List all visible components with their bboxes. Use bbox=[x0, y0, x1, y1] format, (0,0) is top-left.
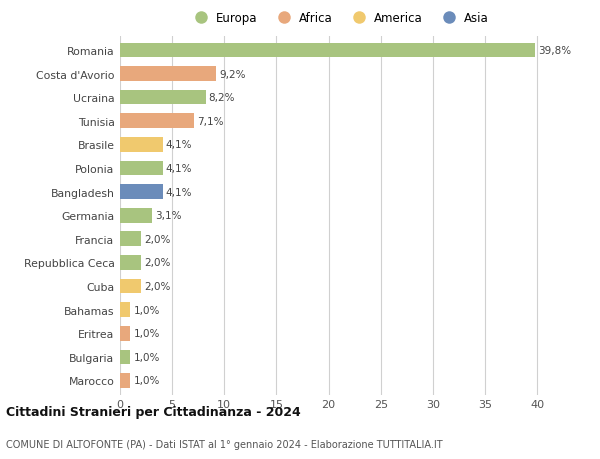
Text: 9,2%: 9,2% bbox=[219, 69, 245, 79]
Bar bbox=[120, 302, 130, 317]
Bar bbox=[120, 208, 152, 223]
Text: COMUNE DI ALTOFONTE (PA) - Dati ISTAT al 1° gennaio 2024 - Elaborazione TUTTITAL: COMUNE DI ALTOFONTE (PA) - Dati ISTAT al… bbox=[6, 440, 443, 449]
Text: 2,0%: 2,0% bbox=[144, 258, 170, 268]
Text: Cittadini Stranieri per Cittadinanza - 2024: Cittadini Stranieri per Cittadinanza - 2… bbox=[6, 405, 301, 419]
Bar bbox=[120, 114, 194, 129]
Text: 1,0%: 1,0% bbox=[134, 352, 160, 362]
Text: 2,0%: 2,0% bbox=[144, 234, 170, 244]
Bar bbox=[120, 161, 163, 176]
Text: 7,1%: 7,1% bbox=[197, 117, 224, 127]
Text: 1,0%: 1,0% bbox=[134, 375, 160, 386]
Text: 1,0%: 1,0% bbox=[134, 305, 160, 315]
Text: 4,1%: 4,1% bbox=[166, 163, 193, 174]
Bar bbox=[120, 326, 130, 341]
Bar bbox=[120, 373, 130, 388]
Bar bbox=[120, 232, 141, 246]
Bar bbox=[120, 256, 141, 270]
Legend: Europa, Africa, America, Asia: Europa, Africa, America, Asia bbox=[189, 12, 489, 25]
Bar bbox=[120, 44, 535, 58]
Text: 39,8%: 39,8% bbox=[538, 46, 571, 56]
Text: 4,1%: 4,1% bbox=[166, 187, 193, 197]
Bar bbox=[120, 185, 163, 200]
Bar bbox=[120, 91, 206, 105]
Text: 1,0%: 1,0% bbox=[134, 329, 160, 338]
Bar bbox=[120, 350, 130, 364]
Text: 3,1%: 3,1% bbox=[155, 211, 182, 221]
Text: 2,0%: 2,0% bbox=[144, 281, 170, 291]
Text: 8,2%: 8,2% bbox=[209, 93, 235, 103]
Bar bbox=[120, 67, 216, 82]
Bar bbox=[120, 279, 141, 294]
Bar bbox=[120, 138, 163, 152]
Text: 4,1%: 4,1% bbox=[166, 140, 193, 150]
